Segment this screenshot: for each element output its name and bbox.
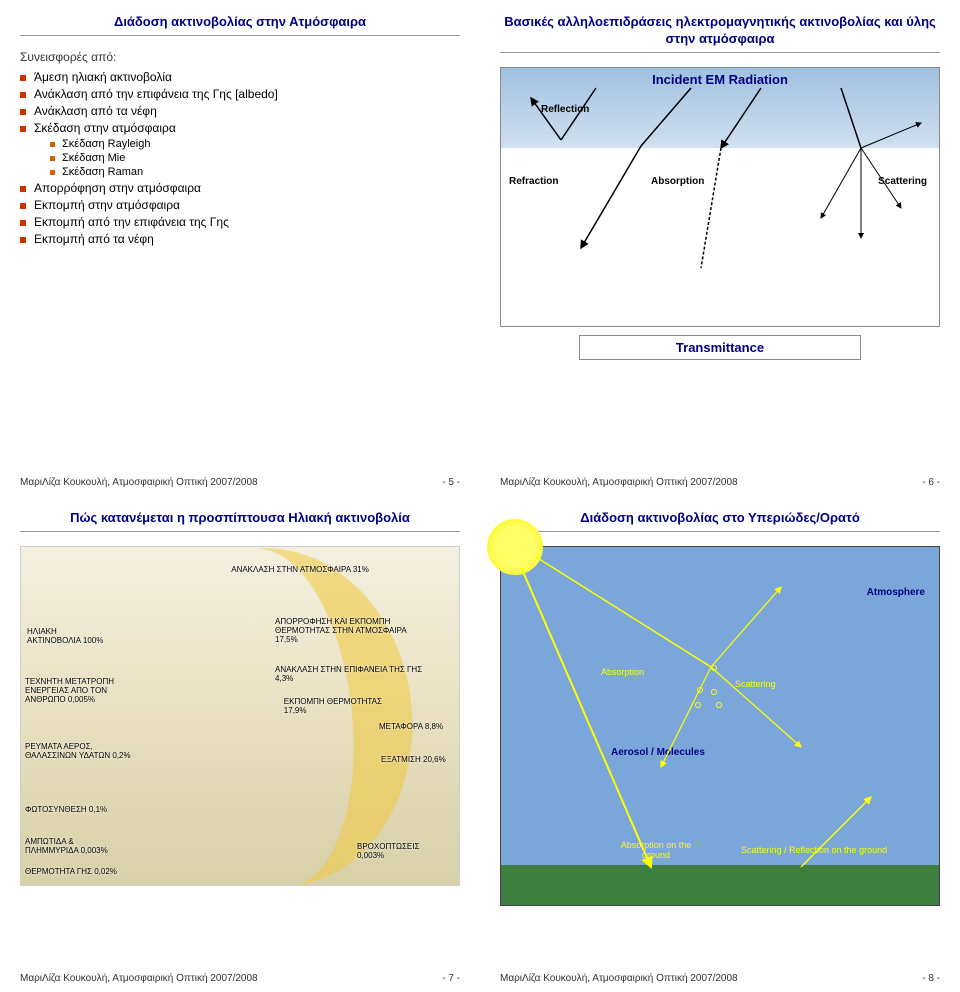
bullet-dot-icon [20, 75, 26, 81]
gl-fotosynthesi: ΦΩΤΟΣΥΝΘΕΣΗ 0,1% [25, 805, 125, 814]
bullet-item: Ανάκλαση από τα νέφη [20, 104, 460, 118]
bullet-dot-icon [20, 92, 26, 98]
intro-text: Συνεισφορές από: [20, 50, 460, 64]
bullet-item: Εκπομπή από την επιφάνεια της Γης [20, 215, 460, 229]
bullet-item: Απορρόφηση στην ατμόσφαιρα [20, 181, 460, 195]
bullet-label: Ανάκλαση από τα νέφη [34, 104, 157, 118]
bullet-label: Άμεση ηλιακή ακτινοβολία [34, 70, 172, 84]
slide-title: Διάδοση ακτινοβολίας στην Ατμόσφαιρα [20, 14, 460, 36]
footer-page: - 8 - [922, 973, 940, 984]
gl-anaklasi-gi: ΑΝΑΚΛΑΣΗ ΣΤΗΝ ΕΠΙΦΑΝΕΙΑ ΤΗΣ ΓΗΣ 4,3% [275, 665, 425, 683]
sub-bullet-label: Σκέδαση Mie [62, 152, 125, 164]
solar-arc-icon [135, 546, 429, 886]
gl-broxoptoseis: ΒΡΟΧΟΠΤΩΣΕΙΣ 0,003% [357, 842, 447, 860]
bullet-dot-icon [50, 156, 55, 161]
sub-bullet-label: Σκέδαση Rayleigh [62, 138, 150, 150]
uv-vis-diagram: Atmosphere Absorption Scattering Aerosol… [500, 546, 940, 906]
slide-7: Πώς κατανέμεται η προσπίπτουσα Ηλιακή ακ… [0, 496, 480, 992]
gl-texniti: ΤΕΧΝΗΤΗ ΜΕΤΑΤΡΟΠΗ ΕΝΕΡΓΕΙΑΣ ΑΠΟ ΤΟΝ ΑΝΘΡ… [25, 677, 135, 704]
solar-distribution-diagram: ΑΝΑΚΛΑΣΗ ΣΤΗΝ ΑΤΜΟΣΦΑΙΡΑ 31% ΗΛΙΑΚΗ ΑΚΤΙ… [20, 546, 460, 886]
bullet-dot-icon [50, 170, 55, 175]
gl-thermotita: ΘΕΡΜΟΤΗΤΑ ΓΗΣ 0,02% [25, 867, 145, 876]
rays-svg [501, 547, 939, 905]
bullet-item: Άμεση ηλιακή ακτινοβολία [20, 70, 460, 84]
bullet-label: Απορρόφηση στην ατμόσφαιρα [34, 181, 201, 195]
slide-8: Διάδοση ακτινοβολίας στο Υπεριώδες/Ορατό… [480, 496, 960, 992]
sub-bullet-item: Σκέδαση Raman [50, 166, 460, 178]
slide-title: Βασικές αλληλοεπιδράσεις ηλεκτρομαγνητικ… [500, 14, 940, 53]
bullet-dot-icon [20, 237, 26, 243]
bullet-item: Εκπομπή στην ατμόσφαιρα [20, 198, 460, 212]
sub-bullet-label: Σκέδαση Raman [62, 166, 143, 178]
footer-page: - 5 - [442, 477, 460, 488]
footer-author: ΜαριΛίζα Κουκουλή, Ατμοσφαιρική Οπτική 2… [20, 973, 258, 984]
gl-ekpompi: ΕΚΠΟΜΠΗ ΘΕΡΜΟΤΗΤΑΣ 17,9% [284, 697, 394, 715]
gl-reymata: ΡΕΥΜΑΤΑ ΑΕΡΟΣ, ΘΑΛΑΣΣΙΝΩΝ ΥΔΑΤΩΝ 0,2% [25, 742, 135, 760]
footer-page: - 6 - [922, 477, 940, 488]
slide-footer: ΜαριΛίζα Κουκουλή, Ατμοσφαιρική Οπτική 2… [0, 973, 480, 984]
slide-footer: ΜαριΛίζα Κουκουλή, Ατμοσφαιρική Οπτική 2… [480, 477, 960, 488]
bullet-item: Εκπομπή από τα νέφη [20, 232, 460, 246]
gl-metafora: ΜΕΤΑΦΟΡΑ 8,8% [379, 722, 449, 731]
footer-page: - 7 - [442, 973, 460, 984]
bullet-dot-icon [20, 220, 26, 226]
arrows-svg [501, 68, 939, 326]
gl-ampotida: ΑΜΠΩΤΙΔΑ & ΠΛΗΜΜΥΡΙΔΑ 0,003% [25, 837, 125, 855]
slide-footer: ΜαριΛίζα Κουκουλή, Ατμοσφαιρική Οπτική 2… [0, 477, 480, 488]
gl-aporrofisi: ΑΠΟΡΡΟΦΗΣΗ ΚΑΙ ΕΚΠΟΜΠΗ ΘΕΡΜΟΤΗΤΑΣ ΣΤΗΝ Α… [275, 617, 425, 644]
bullet-label: Εκπομπή από τα νέφη [34, 232, 154, 246]
footer-author: ΜαριΛίζα Κουκουλή, Ατμοσφαιρική Οπτική 2… [500, 477, 738, 488]
bullet-dot-icon [50, 142, 55, 147]
bullet-list: Συνεισφορές από: Άμεση ηλιακή ακτινοβολί… [20, 50, 460, 246]
gl-iliaki: ΗΛΙΑΚΗ ΑΚΤΙΝΟΒΟΛΙΑ 100% [27, 627, 107, 645]
footer-author: ΜαριΛίζα Κουκουλή, Ατμοσφαιρική Οπτική 2… [500, 973, 738, 984]
slides-row-2: Πώς κατανέμεται η προσπίπτουσα Ηλιακή ακ… [0, 496, 960, 992]
slide-6: Βασικές αλληλοεπιδράσεις ηλεκτρομαγνητικ… [480, 0, 960, 496]
bullet-label: Εκπομπή στην ατμόσφαιρα [34, 198, 180, 212]
bullet-dot-icon [20, 126, 26, 132]
slide-title: Διάδοση ακτινοβολίας στο Υπεριώδες/Ορατό [500, 510, 940, 532]
transmittance-label: Transmittance [579, 335, 861, 360]
slide-5: Διάδοση ακτινοβολίας στην Ατμόσφαιρα Συν… [0, 0, 480, 496]
bullet-dot-icon [20, 186, 26, 192]
gl-anaklasi-atm: ΑΝΑΚΛΑΣΗ ΣΤΗΝ ΑΤΜΟΣΦΑΙΡΑ 31% [231, 565, 369, 574]
footer-author: ΜαριΛίζα Κουκουλή, Ατμοσφαιρική Οπτική 2… [20, 477, 258, 488]
bullet-label: Σκέδαση στην ατμόσφαιρα [34, 121, 176, 135]
bullet-label: Ανάκλαση από την επιφάνεια της Γης [albe… [34, 87, 278, 101]
bullet-item: Ανάκλαση από την επιφάνεια της Γης [albe… [20, 87, 460, 101]
em-interaction-diagram: Incident EM Radiation Reflection Refract… [500, 67, 940, 327]
bullet-item: Σκέδαση στην ατμόσφαιρα [20, 121, 460, 135]
gl-eksatmisi: ΕΞΑΤΜΙΣΗ 20,6% [381, 755, 451, 764]
sub-bullet-item: Σκέδαση Rayleigh [50, 138, 460, 150]
slide-title: Πώς κατανέμεται η προσπίπτουσα Ηλιακή ακ… [20, 510, 460, 532]
bullet-dot-icon [20, 203, 26, 209]
sub-bullet-item: Σκέδαση Mie [50, 152, 460, 164]
bullet-dot-icon [20, 109, 26, 115]
bullet-label: Εκπομπή από την επιφάνεια της Γης [34, 215, 229, 229]
slide-footer: ΜαριΛίζα Κουκουλή, Ατμοσφαιρική Οπτική 2… [480, 973, 960, 984]
slides-row-1: Διάδοση ακτινοβολίας στην Ατμόσφαιρα Συν… [0, 0, 960, 496]
